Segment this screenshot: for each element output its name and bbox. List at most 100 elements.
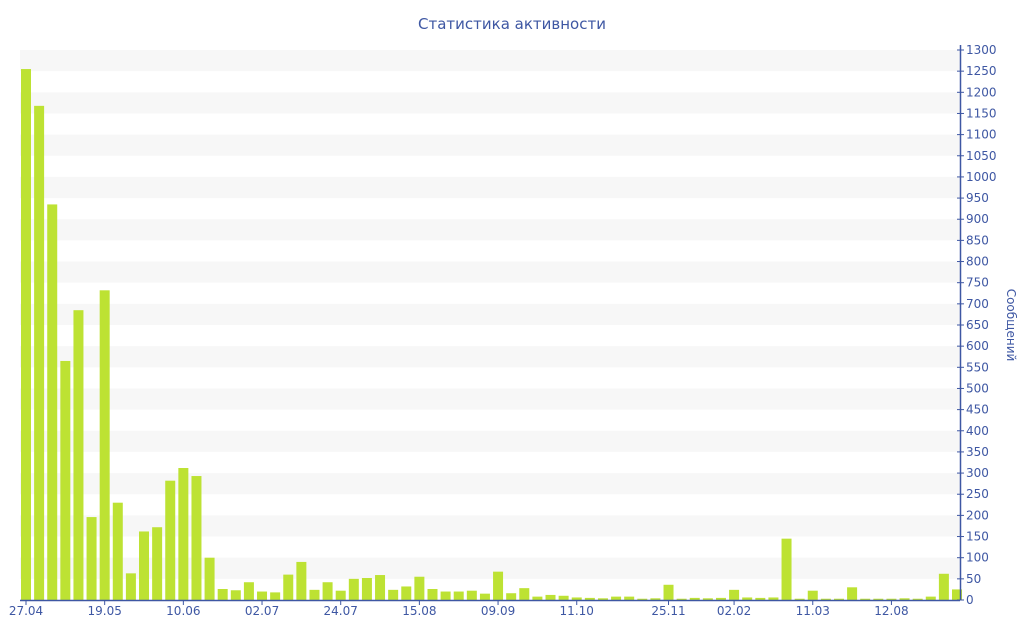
grid-band [20, 557, 960, 579]
y-tick-label: 200 [966, 508, 989, 522]
chart-title: Статистика активности [418, 15, 606, 33]
y-tick-label: 1100 [966, 128, 997, 142]
bar [755, 597, 766, 600]
bar [925, 596, 936, 600]
grid-band [20, 388, 960, 410]
bar [952, 589, 962, 600]
y-tick-label: 1150 [966, 106, 997, 120]
x-tick-label: 02.07 [245, 604, 279, 618]
bar [715, 597, 726, 600]
grid-band [20, 430, 960, 452]
bar [453, 591, 464, 600]
grid-band [20, 134, 960, 156]
bar [204, 557, 215, 600]
x-tick-label: 25.11 [651, 604, 685, 618]
y-tick-label: 650 [966, 318, 989, 332]
bar [742, 597, 753, 600]
x-tick-label: 15.08 [402, 604, 436, 618]
y-tick-label: 450 [966, 403, 989, 417]
bar [938, 573, 949, 600]
x-tick-label: 11.10 [560, 604, 594, 618]
bar [624, 596, 635, 600]
y-tick-label: 1050 [966, 149, 997, 163]
x-tick-label: 02.02 [717, 604, 751, 618]
y-tick-label: 50 [966, 572, 981, 586]
y-tick-label: 950 [966, 191, 989, 205]
y-tick-label: 550 [966, 360, 989, 374]
bar [243, 582, 254, 600]
bar [112, 502, 123, 600]
bar [833, 598, 844, 600]
bar [519, 588, 530, 600]
bar [73, 310, 84, 600]
bar [545, 594, 556, 600]
bar [650, 598, 661, 600]
bar [729, 589, 740, 600]
y-axis-label: Сообщений [1004, 289, 1018, 362]
grid-band [20, 176, 960, 199]
y-tick-label: 100 [966, 551, 989, 565]
bar [847, 587, 858, 600]
bar [348, 578, 359, 600]
bar [375, 575, 386, 600]
bar [873, 598, 884, 600]
x-tick-label: 24.07 [324, 604, 358, 618]
bar [611, 596, 622, 600]
bar [466, 590, 477, 600]
y-tick-label: 350 [966, 445, 989, 459]
bar [689, 597, 700, 600]
bar [257, 591, 268, 600]
bar [34, 105, 45, 600]
bar [768, 597, 779, 600]
y-tick-label: 1300 [966, 43, 997, 57]
bar [99, 290, 110, 600]
bar [230, 590, 241, 600]
bar [702, 598, 713, 600]
bar [427, 589, 438, 600]
bar [152, 527, 163, 600]
bar [558, 595, 569, 600]
bar [781, 538, 792, 600]
y-tick-label: 400 [966, 424, 989, 438]
bar [322, 582, 333, 600]
bar [571, 597, 582, 600]
bar [283, 574, 294, 600]
y-tick-label: 500 [966, 381, 989, 395]
grid-band [20, 473, 960, 495]
bar [584, 597, 595, 600]
bar [532, 596, 543, 600]
bar [60, 360, 71, 600]
y-tick-label: 600 [966, 339, 989, 353]
y-tick-label: 300 [966, 466, 989, 480]
bar [217, 589, 228, 600]
bar [794, 598, 805, 600]
bar [401, 586, 412, 600]
y-tick-label: 850 [966, 233, 989, 247]
grid-band [20, 219, 960, 241]
bar [493, 571, 504, 600]
bar [807, 590, 818, 600]
grid-band [20, 346, 960, 368]
bar [191, 476, 202, 600]
x-tick-label: 12.08 [874, 604, 908, 618]
y-tick-label: 1250 [966, 64, 997, 78]
x-tick-label: 11.03 [796, 604, 830, 618]
x-tick-label: 09.09 [481, 604, 515, 618]
bar [86, 517, 97, 600]
grid-band [20, 303, 960, 325]
y-tick-label: 1200 [966, 85, 997, 99]
bar [47, 204, 58, 600]
bar [125, 573, 136, 600]
y-tick-label: 900 [966, 212, 989, 226]
y-tick-label: 700 [966, 297, 989, 311]
bar [899, 598, 910, 600]
bar [479, 593, 490, 600]
x-tick-label: 10.06 [166, 604, 200, 618]
bar [676, 598, 687, 600]
x-tick-label: 19.05 [87, 604, 121, 618]
bar [21, 69, 31, 601]
y-tick-label: 0 [966, 593, 974, 607]
bar [165, 480, 176, 600]
bar [270, 592, 281, 600]
